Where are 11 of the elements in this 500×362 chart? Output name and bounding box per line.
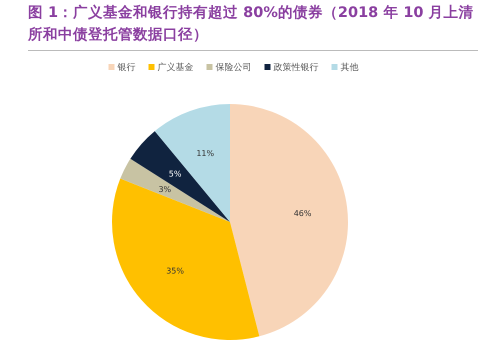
data-label: 35% xyxy=(166,266,184,276)
legend-label: 广义基金 xyxy=(158,62,194,73)
legend-label: 银行 xyxy=(116,62,136,73)
chart-title: 图 1：广义基金和银行持有超过 80%的债券（2018 年 10 月上清所和中债登托管数据口径） xyxy=(28,2,478,51)
data-label: 11% xyxy=(196,149,215,158)
legend-label: 政策性银行 xyxy=(274,62,318,73)
data-label: 3% xyxy=(158,184,172,194)
legend-label: 其他 xyxy=(340,62,358,73)
data-label: 46% xyxy=(294,208,312,218)
data-label: 5% xyxy=(168,170,182,179)
legend-label: 保险公司 xyxy=(216,62,252,73)
